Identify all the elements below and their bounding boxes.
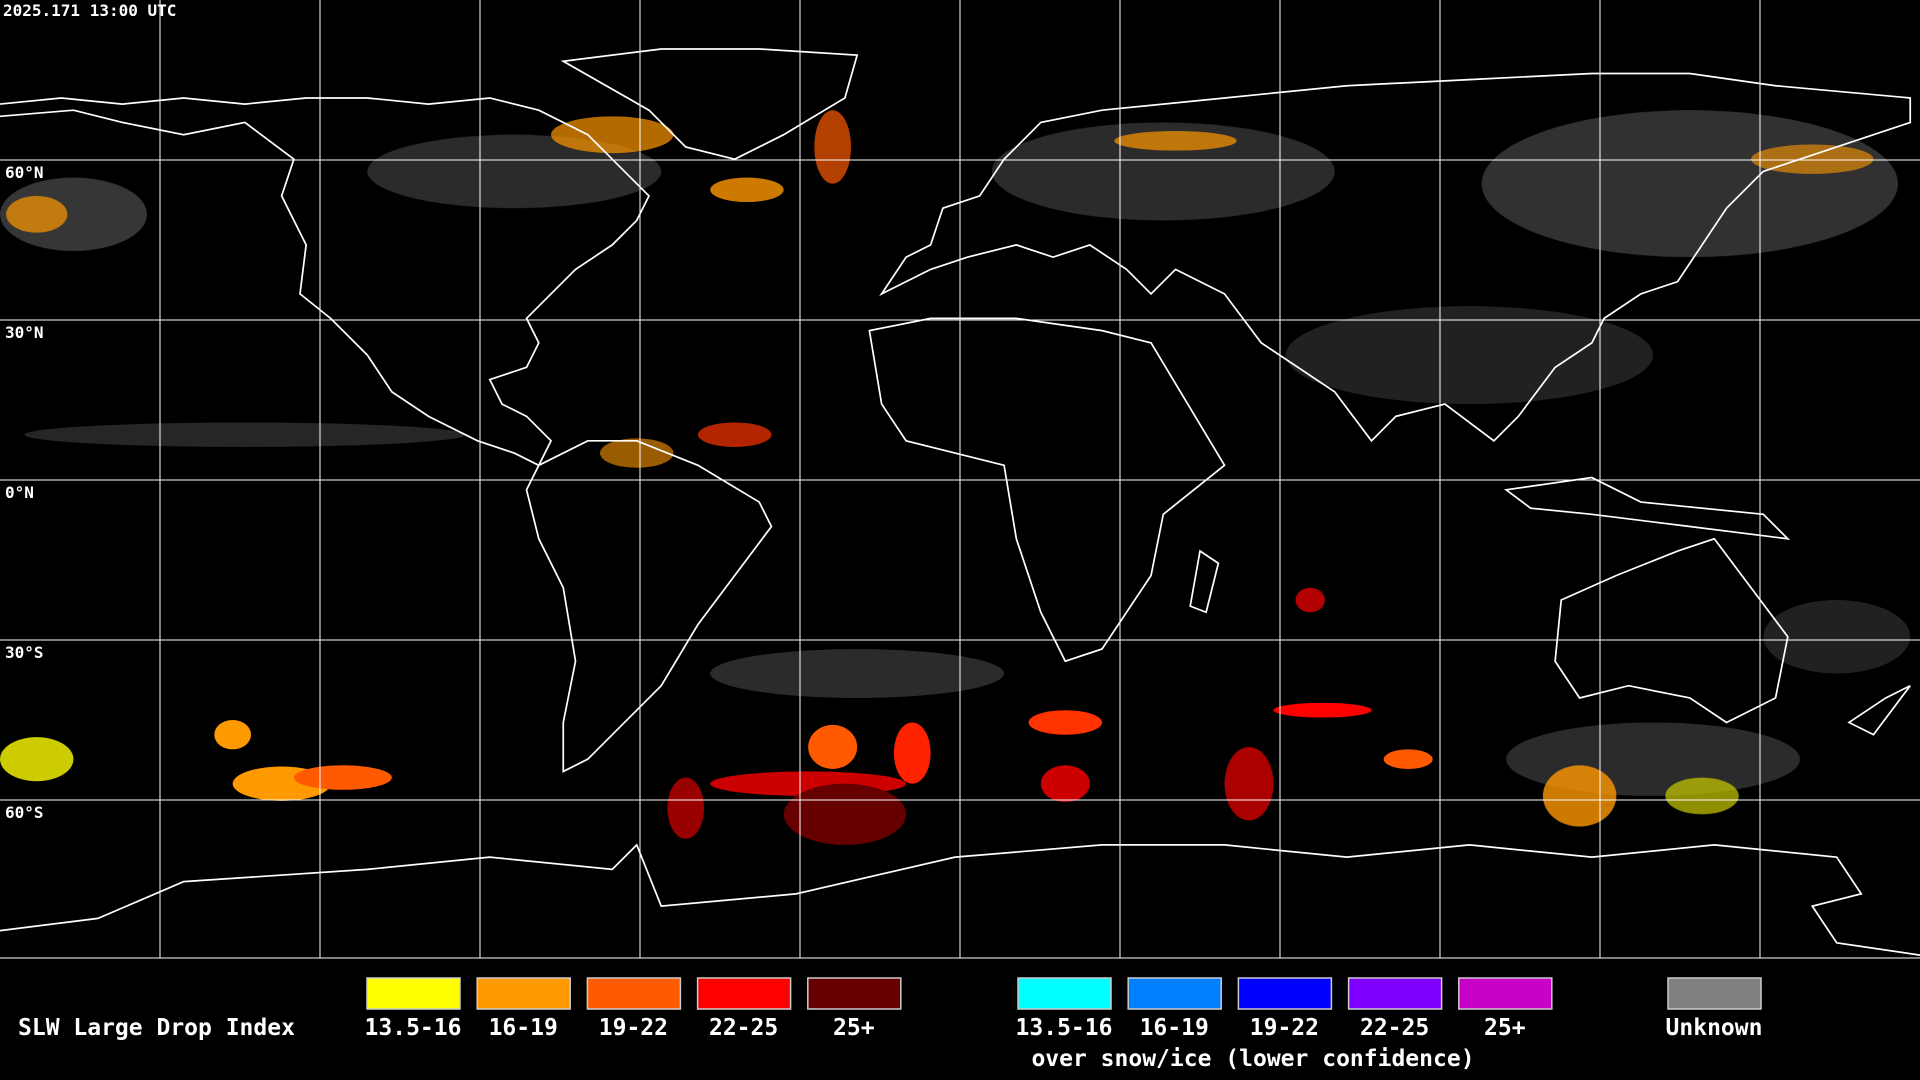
- legend-swatch: [586, 977, 682, 1010]
- legend-label: 16-19: [489, 1015, 558, 1041]
- graticule: [0, 0, 1920, 959]
- legend-label: Unknown: [1666, 1015, 1763, 1041]
- legend-label: 19-22: [1250, 1015, 1319, 1041]
- legend-label: 25+: [1484, 1015, 1526, 1041]
- cloud-cover: [0, 110, 1911, 796]
- coastlines: [0, 48, 1920, 956]
- legend-label: 16-19: [1140, 1015, 1209, 1041]
- latitude-label: 30°N: [5, 323, 44, 342]
- legend: 13.5-16 16-19 19-22 22-25 25+ 13.5-16 16-19 19-…: [365, 977, 1763, 1041]
- snow-caption: over snow/ice (lower confidence): [1031, 1046, 1474, 1072]
- legend-swatch: [1667, 977, 1762, 1010]
- legend-label: 22-25: [709, 1015, 778, 1041]
- legend-swatch: [1458, 977, 1553, 1010]
- latitude-label: 60°S: [5, 803, 44, 822]
- legend-swatch: [476, 977, 571, 1010]
- large-drop-areas: [0, 110, 1874, 845]
- legend-swatch: [1017, 977, 1112, 1010]
- legend-label: 19-22: [599, 1015, 668, 1041]
- latitude-labels: 60°N 30°N 0°N 30°S 60°S: [5, 163, 44, 822]
- legend-swatch: [1127, 977, 1222, 1010]
- legend-label: 13.5-16: [365, 1015, 462, 1041]
- latitude-label: 30°S: [5, 643, 44, 662]
- legend-swatch: [1347, 977, 1443, 1010]
- legend-swatch: [366, 977, 461, 1010]
- legend-swatch: [807, 977, 902, 1010]
- legend-label: 25+: [833, 1015, 875, 1041]
- map: [0, 48, 1920, 956]
- latitude-label: 60°N: [5, 163, 44, 182]
- latitude-label: 0°N: [5, 483, 34, 502]
- legend-label: 22-25: [1360, 1015, 1429, 1041]
- legend-title: SLW Large Drop Index: [18, 1015, 295, 1041]
- timestamp: 2025.171 13:00 UTC: [3, 1, 176, 20]
- legend-swatch: [696, 977, 792, 1010]
- legend-swatch: [1237, 977, 1333, 1010]
- legend-label: 13.5-16: [1016, 1015, 1113, 1041]
